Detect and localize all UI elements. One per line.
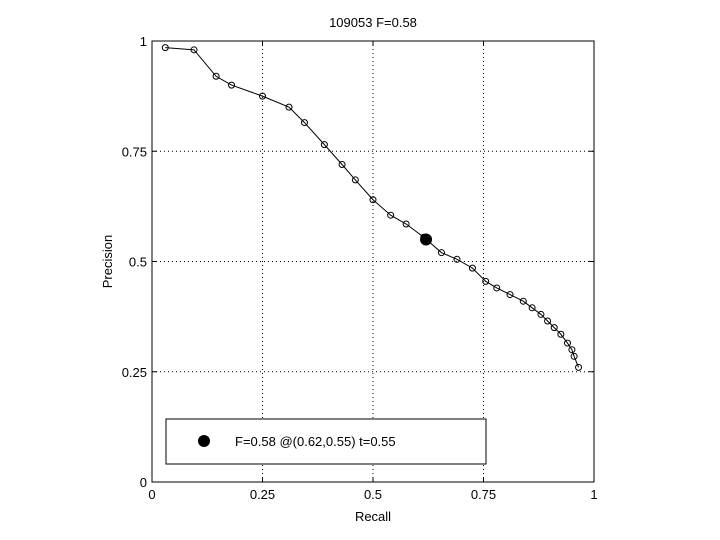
legend-box xyxy=(165,418,487,465)
data-point xyxy=(519,297,527,305)
y-tick-label: 0 xyxy=(140,475,147,490)
data-point xyxy=(190,46,198,54)
data-point xyxy=(453,255,461,263)
data-point xyxy=(528,304,536,312)
y-tick-label: 0.25 xyxy=(122,365,147,380)
data-point xyxy=(212,72,220,80)
data-point xyxy=(482,277,490,285)
data-point xyxy=(575,363,583,371)
legend-marker xyxy=(198,435,210,447)
legend-label: F=0.58 @(0.62,0.55) t=0.55 xyxy=(235,434,396,449)
x-tick-label: 0 xyxy=(148,487,155,502)
data-point xyxy=(402,220,410,228)
series xyxy=(161,44,583,371)
data-point xyxy=(338,160,346,168)
data-point xyxy=(563,339,571,347)
x-tick-label: 0.25 xyxy=(250,487,275,502)
data-point xyxy=(300,119,308,127)
axis-ticks: 0 0.25 0.5 0.75 1 0 0.25 0.5 0.75 1 xyxy=(122,34,598,502)
data-point xyxy=(387,211,395,219)
x-axis-label: Recall xyxy=(355,509,391,524)
data-point xyxy=(506,291,514,299)
data-point xyxy=(351,176,359,184)
chart-title: 109053 F=0.58 xyxy=(329,15,417,30)
y-tick-label: 0.75 xyxy=(122,144,147,159)
y-tick-label: 1 xyxy=(140,34,147,49)
data-point xyxy=(320,141,328,149)
x-tick-label: 0.5 xyxy=(364,487,382,502)
data-point xyxy=(369,196,377,204)
data-point xyxy=(259,92,266,100)
grid xyxy=(152,41,594,482)
data-point xyxy=(544,317,552,325)
best-f-point xyxy=(420,233,433,246)
y-axis-label: Precision xyxy=(100,235,115,288)
data-point xyxy=(568,346,576,354)
x-tick-label: 0.75 xyxy=(471,487,496,502)
y-tick-label: 0.5 xyxy=(129,255,147,270)
data-point xyxy=(493,284,501,292)
data-point xyxy=(285,103,293,111)
legend: F=0.58 @(0.62,0.55) t=0.55 xyxy=(165,418,487,465)
data-point xyxy=(438,249,446,257)
data-point xyxy=(468,264,476,272)
data-point xyxy=(161,44,169,52)
data-point xyxy=(570,352,578,360)
data-point xyxy=(557,330,565,338)
data-point xyxy=(537,310,545,318)
data-point xyxy=(550,324,558,332)
x-tick-label: 1 xyxy=(590,487,597,502)
data-point xyxy=(228,81,236,89)
series-line xyxy=(165,47,579,368)
